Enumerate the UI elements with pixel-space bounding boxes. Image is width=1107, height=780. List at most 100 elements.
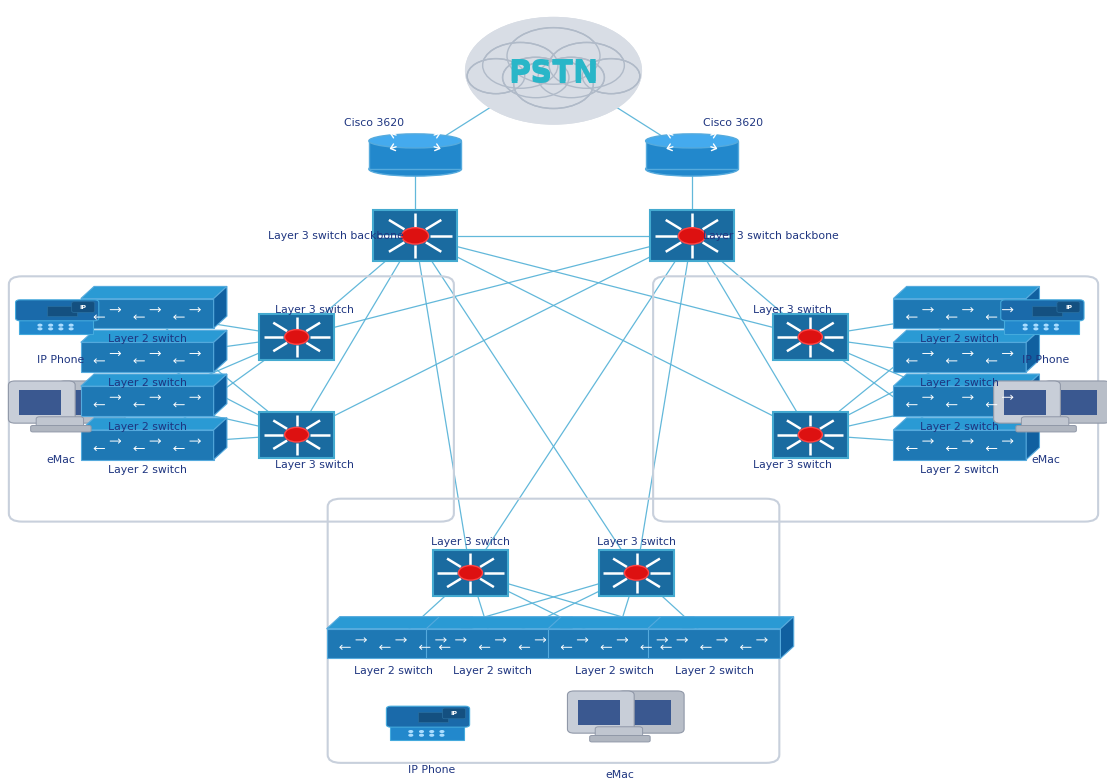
FancyBboxPatch shape: [1001, 300, 1084, 321]
FancyBboxPatch shape: [590, 736, 650, 742]
FancyBboxPatch shape: [773, 314, 848, 360]
Text: Layer 3 switch: Layer 3 switch: [276, 305, 354, 315]
Text: Cisco 3620: Cisco 3620: [703, 118, 763, 128]
Circle shape: [624, 566, 649, 580]
FancyBboxPatch shape: [1022, 417, 1068, 430]
Circle shape: [48, 324, 53, 327]
Text: eMac: eMac: [1032, 456, 1061, 466]
Polygon shape: [893, 286, 1039, 299]
Circle shape: [549, 42, 624, 88]
Circle shape: [418, 734, 424, 737]
Circle shape: [418, 730, 424, 733]
Text: Layer 3 switch: Layer 3 switch: [753, 460, 831, 470]
Polygon shape: [893, 342, 1026, 372]
FancyBboxPatch shape: [1055, 390, 1097, 415]
Circle shape: [483, 42, 558, 88]
Polygon shape: [81, 418, 227, 430]
FancyBboxPatch shape: [578, 700, 620, 725]
FancyBboxPatch shape: [59, 381, 125, 423]
Polygon shape: [214, 374, 227, 416]
Polygon shape: [893, 418, 1039, 430]
Text: Layer 3 switch: Layer 3 switch: [276, 460, 354, 470]
FancyBboxPatch shape: [9, 381, 75, 423]
Circle shape: [507, 27, 600, 84]
Circle shape: [430, 730, 434, 733]
Circle shape: [582, 58, 640, 94]
Polygon shape: [1026, 286, 1039, 328]
FancyBboxPatch shape: [994, 381, 1061, 423]
Circle shape: [1054, 328, 1059, 331]
Polygon shape: [780, 617, 794, 658]
Text: IP: IP: [451, 711, 457, 716]
Polygon shape: [390, 709, 464, 740]
Polygon shape: [81, 342, 214, 372]
Text: Layer 2 switch: Layer 2 switch: [920, 334, 1000, 344]
Circle shape: [798, 330, 823, 344]
Polygon shape: [681, 617, 694, 658]
Text: Layer 2 switch: Layer 2 switch: [575, 665, 654, 675]
Circle shape: [439, 730, 445, 733]
Circle shape: [69, 324, 74, 327]
Polygon shape: [893, 330, 1039, 342]
Circle shape: [59, 328, 63, 331]
FancyBboxPatch shape: [37, 417, 83, 430]
Text: PSTN: PSTN: [508, 59, 599, 89]
Text: Layer 2 switch: Layer 2 switch: [107, 466, 187, 475]
Polygon shape: [81, 286, 227, 299]
Text: eMac: eMac: [46, 456, 75, 466]
Polygon shape: [369, 141, 462, 169]
Polygon shape: [214, 330, 227, 372]
Polygon shape: [548, 617, 694, 629]
Circle shape: [467, 58, 525, 94]
FancyBboxPatch shape: [618, 691, 684, 733]
Text: Layer 2 switch: Layer 2 switch: [353, 665, 433, 675]
Polygon shape: [893, 374, 1039, 386]
Circle shape: [1023, 328, 1027, 331]
Polygon shape: [81, 374, 227, 386]
FancyBboxPatch shape: [596, 727, 642, 739]
Circle shape: [465, 17, 642, 125]
Polygon shape: [1026, 330, 1039, 372]
Polygon shape: [459, 617, 473, 658]
Polygon shape: [648, 617, 794, 629]
FancyBboxPatch shape: [46, 306, 77, 316]
Circle shape: [402, 228, 428, 244]
FancyBboxPatch shape: [19, 390, 61, 415]
Text: Layer 2 switch: Layer 2 switch: [920, 466, 1000, 475]
Circle shape: [507, 27, 600, 84]
Circle shape: [503, 57, 569, 98]
FancyBboxPatch shape: [433, 550, 508, 596]
FancyBboxPatch shape: [1057, 302, 1080, 312]
FancyBboxPatch shape: [1004, 390, 1046, 415]
Polygon shape: [893, 430, 1026, 459]
Ellipse shape: [645, 134, 738, 148]
Text: IP Phone: IP Phone: [1023, 355, 1069, 365]
FancyBboxPatch shape: [15, 300, 99, 321]
Circle shape: [59, 324, 63, 327]
Text: Layer 2 switch: Layer 2 switch: [674, 665, 754, 675]
Polygon shape: [893, 386, 1026, 416]
FancyBboxPatch shape: [70, 390, 112, 415]
Circle shape: [1044, 328, 1048, 331]
Ellipse shape: [369, 134, 462, 148]
Circle shape: [798, 427, 823, 442]
Circle shape: [483, 42, 558, 88]
FancyBboxPatch shape: [373, 211, 457, 261]
Text: Layer 3 switch backbone: Layer 3 switch backbone: [703, 231, 839, 241]
Polygon shape: [214, 418, 227, 459]
Circle shape: [48, 328, 53, 331]
Circle shape: [503, 57, 569, 98]
Circle shape: [38, 328, 42, 331]
Circle shape: [284, 330, 309, 344]
Polygon shape: [548, 629, 681, 658]
Polygon shape: [1026, 374, 1039, 416]
FancyBboxPatch shape: [773, 412, 848, 458]
Circle shape: [538, 57, 604, 98]
Circle shape: [430, 734, 434, 737]
Text: Layer 3 switch: Layer 3 switch: [431, 537, 510, 547]
Text: Layer 2 switch: Layer 2 switch: [920, 378, 1000, 388]
Circle shape: [1023, 324, 1027, 327]
Text: IP: IP: [1065, 304, 1072, 310]
Ellipse shape: [369, 162, 462, 176]
Text: Layer 2 switch: Layer 2 switch: [107, 334, 187, 344]
